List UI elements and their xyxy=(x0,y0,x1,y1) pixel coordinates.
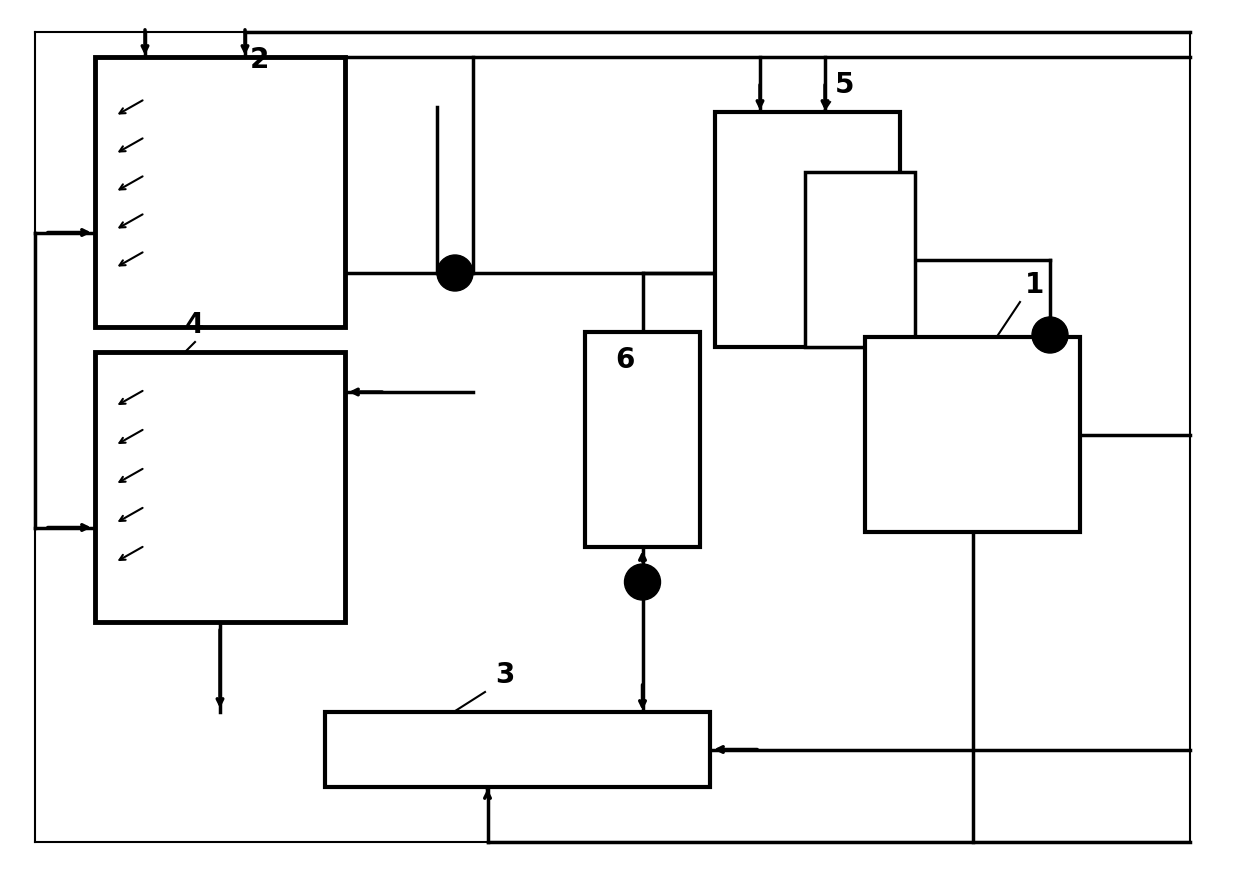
Circle shape xyxy=(625,565,661,601)
Bar xyxy=(866,338,1080,532)
Text: 1: 1 xyxy=(1025,271,1044,299)
Text: 3: 3 xyxy=(495,660,515,688)
Circle shape xyxy=(1032,317,1068,353)
Text: 6: 6 xyxy=(615,346,635,374)
Bar xyxy=(95,353,345,623)
Text: 4: 4 xyxy=(185,310,205,339)
Bar xyxy=(585,332,701,547)
Circle shape xyxy=(436,256,472,292)
Bar xyxy=(805,173,915,347)
Bar xyxy=(715,113,900,347)
Text: 2: 2 xyxy=(250,46,269,74)
Bar xyxy=(95,58,345,328)
Bar xyxy=(325,712,711,787)
Text: 5: 5 xyxy=(835,71,854,99)
